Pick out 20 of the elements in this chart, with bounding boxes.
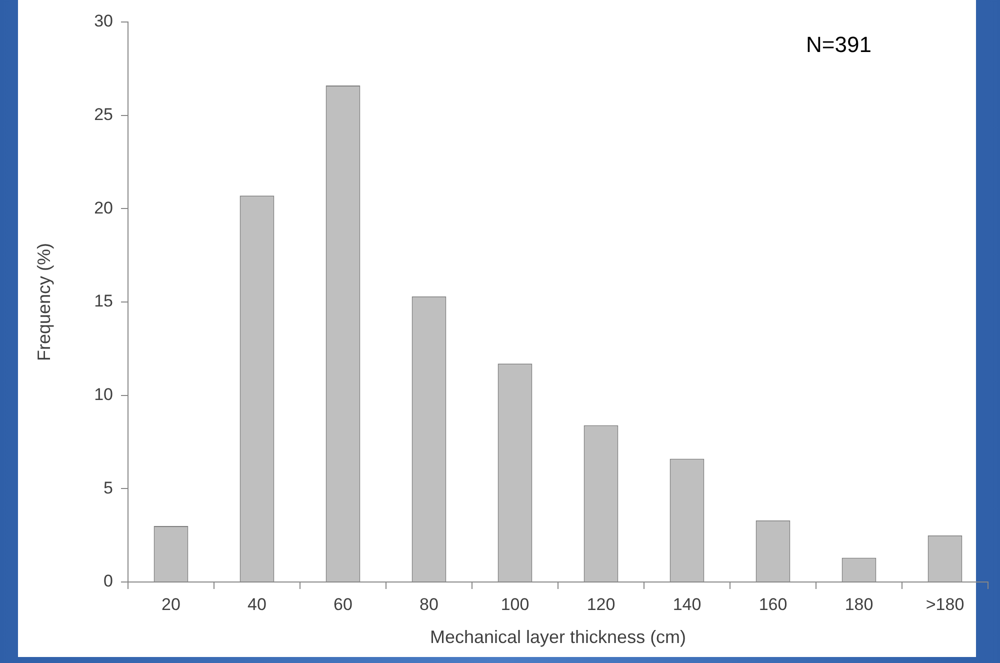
x-axis-title: Mechanical layer thickness (cm) <box>430 627 686 648</box>
y-tick-label: 0 <box>104 572 113 591</box>
x-tick-label: 100 <box>500 594 530 614</box>
y-tick-label: 20 <box>94 198 113 218</box>
x-tick-label: 20 <box>162 594 180 614</box>
y-tick-label: 5 <box>104 478 113 498</box>
x-tick-label: 160 <box>758 594 788 614</box>
y-axis-title: Frequency (%) <box>34 242 54 362</box>
y-tick-label: 25 <box>94 105 113 124</box>
annotation: N=391 <box>806 32 872 58</box>
x-tick-label: 40 <box>248 594 266 614</box>
x-tick-label: 120 <box>586 594 616 614</box>
x-tick-label: 80 <box>420 594 438 614</box>
x-tick-label: 140 <box>672 594 702 614</box>
x-tick-label: 180 <box>844 594 874 614</box>
y-tick-label: 15 <box>94 292 113 311</box>
y-tick-label: 10 <box>94 385 113 404</box>
x-tick-label: 60 <box>334 594 352 614</box>
x-tick-label: >180 <box>926 594 964 614</box>
y-tick-label: 30 <box>94 12 113 31</box>
